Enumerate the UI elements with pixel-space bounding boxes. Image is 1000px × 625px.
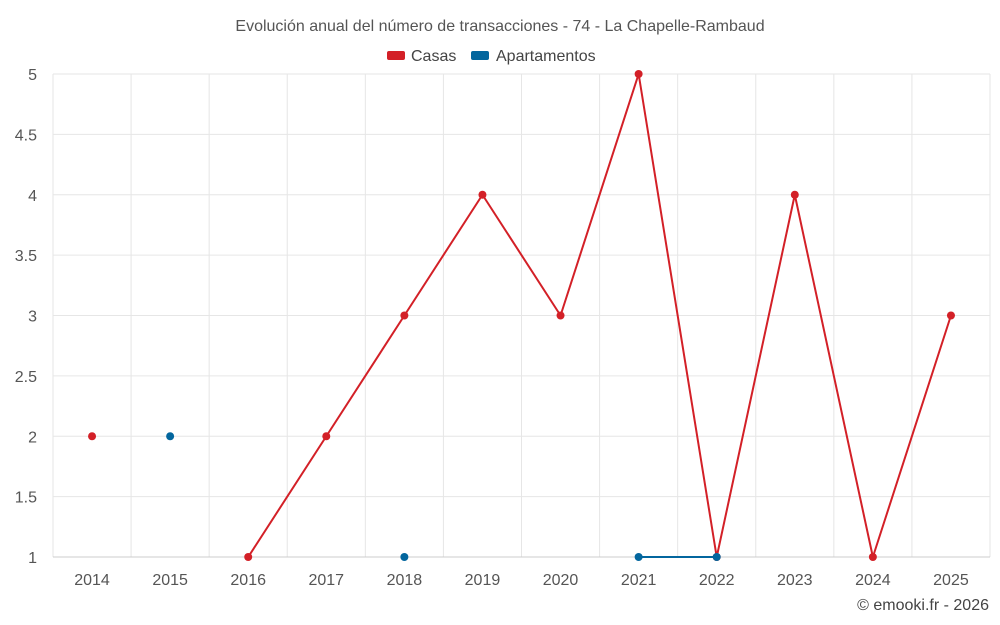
data-point-apartamentos-2018[interactable]: [400, 553, 409, 561]
legend: Casas Apartamentos: [387, 48, 596, 65]
legend-label-apartamentos: Apartamentos: [496, 48, 596, 65]
x-tick-label: 2025: [933, 572, 969, 589]
data-point-casas-2016[interactable]: [244, 553, 253, 561]
grid: [52, 73, 991, 558]
x-tick-label: 2021: [621, 572, 657, 589]
y-tick-label: 4: [28, 188, 37, 205]
y-tick-label: 1: [28, 550, 37, 567]
data-point-casas-2023[interactable]: [790, 190, 799, 199]
y-tick-label: 5: [28, 67, 37, 84]
data-point-casas-2018[interactable]: [400, 311, 409, 320]
data-point-casas-2014[interactable]: [88, 432, 97, 441]
y-tick-label: 3: [28, 309, 37, 326]
x-tick-label: 2023: [777, 572, 813, 589]
data-point-casas-2019[interactable]: [478, 190, 487, 199]
x-tick-label: 2020: [543, 572, 579, 589]
data-point-casas-2020[interactable]: [556, 311, 565, 320]
x-tick-label: 2015: [152, 572, 188, 589]
legend-swatch-apartamentos: [471, 51, 489, 60]
x-tick-label: 2019: [465, 572, 501, 589]
legend-label-casas: Casas: [411, 48, 456, 65]
y-tick-label: 1.5: [15, 490, 37, 507]
x-tick-label: 2018: [387, 572, 423, 589]
x-tick-label: 2024: [855, 572, 891, 589]
legend-item-apartamentos[interactable]: Apartamentos: [471, 48, 596, 65]
data-point-casas-2021[interactable]: [634, 70, 643, 78]
data-point-casas-2017[interactable]: [322, 432, 331, 441]
data-point-apartamentos-2015[interactable]: [166, 432, 175, 441]
y-tick-label: 2.5: [15, 369, 37, 386]
y-tick-label: 2: [28, 429, 37, 446]
legend-item-casas[interactable]: Casas: [387, 48, 456, 65]
credit-text: © emooki.fr - 2026: [857, 597, 989, 614]
x-tick-label: 2017: [308, 572, 344, 589]
y-tick-label: 4.5: [15, 127, 37, 144]
x-axis-ticks: 2014 2015 2016 2017 2018 2019 2020 2021 2022 2023…: [74, 572, 969, 589]
series: [88, 70, 955, 561]
data-point-apartamentos-2022[interactable]: [712, 553, 721, 561]
x-tick-label: 2022: [699, 572, 735, 589]
data-point-apartamentos-2021[interactable]: [634, 553, 643, 561]
x-tick-label: 2014: [74, 572, 110, 589]
x-tick-label: 2016: [230, 572, 266, 589]
data-point-casas-2025[interactable]: [946, 311, 955, 320]
y-tick-label: 3.5: [15, 248, 37, 265]
data-point-casas-2024[interactable]: [868, 553, 877, 561]
chart-title: Evolución anual del número de transaccio…: [235, 18, 764, 35]
legend-swatch-casas: [387, 51, 405, 60]
y-axis-ticks: 1 1.5 2 2.5 3 3.5 4 4.5 5: [15, 67, 37, 567]
series-line-casas: [247, 73, 952, 558]
series-apartamentos: [166, 432, 721, 561]
series-casas: [88, 70, 955, 561]
